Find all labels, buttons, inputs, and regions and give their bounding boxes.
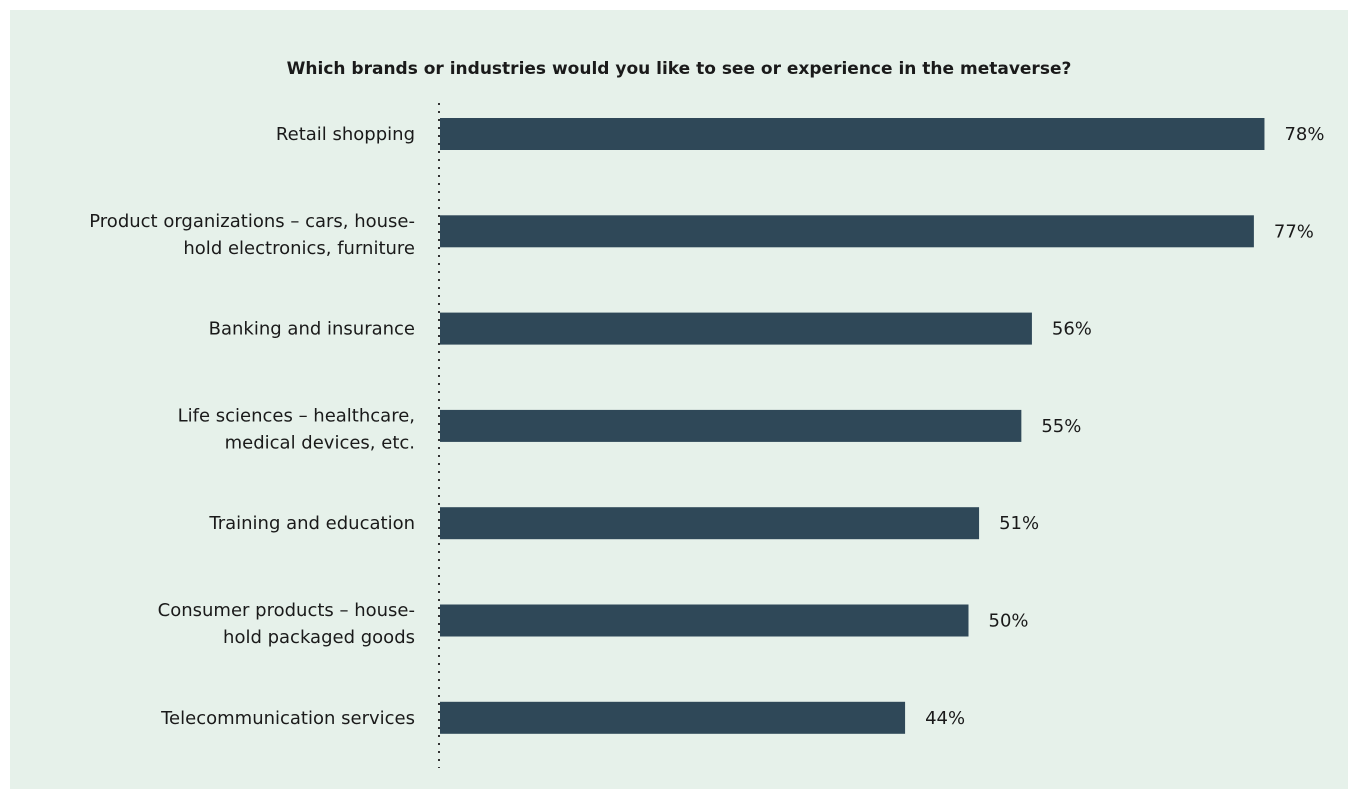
bar-6 bbox=[440, 604, 969, 637]
category-label-6-line-2: hold packaged goods bbox=[223, 627, 415, 648]
value-label-6: 50% bbox=[989, 611, 1029, 632]
category-label-4-line-1: Life sciences – healthcare, bbox=[178, 405, 415, 426]
bar-1 bbox=[440, 118, 1265, 150]
category-label-4-line-2: medical devices, etc. bbox=[225, 432, 415, 453]
bar-7 bbox=[440, 701, 906, 734]
category-label-5: Training and education bbox=[208, 513, 415, 534]
category-label-2-line-1: Product organizations – cars, house- bbox=[89, 211, 415, 232]
chart-panel: Which brands or industries would you lik… bbox=[10, 10, 1348, 789]
category-label-1: Retail shopping bbox=[276, 124, 415, 145]
value-label-2: 77% bbox=[1274, 221, 1314, 242]
category-label-7: Telecommunication services bbox=[160, 708, 415, 729]
chart-title: Which brands or industries would you lik… bbox=[287, 59, 1072, 79]
bar-3 bbox=[440, 312, 1032, 345]
bar-4 bbox=[440, 409, 1022, 442]
bar-chart: Which brands or industries would you lik… bbox=[89, 59, 1324, 768]
category-label-6-line-1: Consumer products – house- bbox=[158, 600, 415, 621]
value-label-1: 78% bbox=[1284, 124, 1324, 145]
bar-5 bbox=[440, 507, 980, 540]
value-label-4: 55% bbox=[1041, 416, 1081, 437]
category-label-3: Banking and insurance bbox=[209, 319, 415, 340]
value-label-7: 44% bbox=[925, 708, 965, 729]
bar-2 bbox=[440, 215, 1254, 248]
category-label-2-line-2: hold electronics, furniture bbox=[183, 238, 415, 259]
value-label-3: 56% bbox=[1052, 319, 1092, 340]
bars-group: 78% Retail shopping 77% Product organizatio… bbox=[89, 118, 1324, 734]
value-label-5: 51% bbox=[999, 513, 1039, 534]
